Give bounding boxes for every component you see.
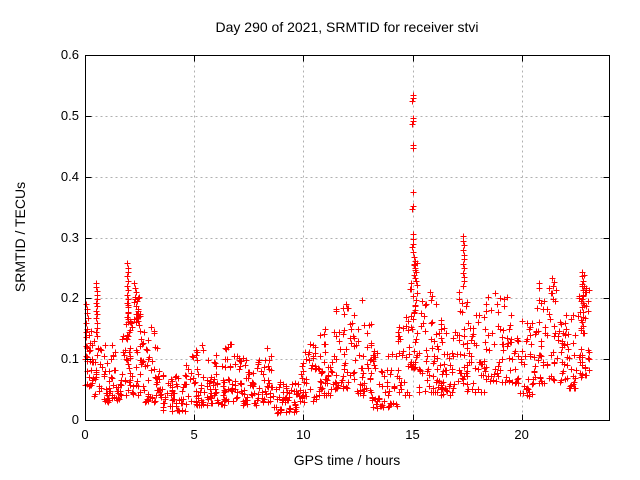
y-tick-label: 0.1 <box>60 351 79 367</box>
x-tick-label: 15 <box>405 427 420 442</box>
x-tick-label: 0 <box>81 427 89 442</box>
y-tick-label: 0 <box>71 412 79 427</box>
y-tick-label: 0.5 <box>60 107 79 123</box>
chart-title: Day 290 of 2021, SRMTID for receiver stv… <box>215 19 479 35</box>
x-axis-title: GPS time / hours <box>293 452 401 468</box>
y-tick-label: 0.6 <box>60 47 79 62</box>
data-points-markers <box>82 92 593 417</box>
y-tick-label: 0.4 <box>60 168 79 184</box>
x-tick-label: 5 <box>190 427 198 442</box>
x-tick-label: 10 <box>296 427 311 442</box>
y-tick-label: 0.2 <box>60 290 79 306</box>
y-tick-label: 0.3 <box>60 229 79 245</box>
x-tick-label: 20 <box>514 427 529 442</box>
